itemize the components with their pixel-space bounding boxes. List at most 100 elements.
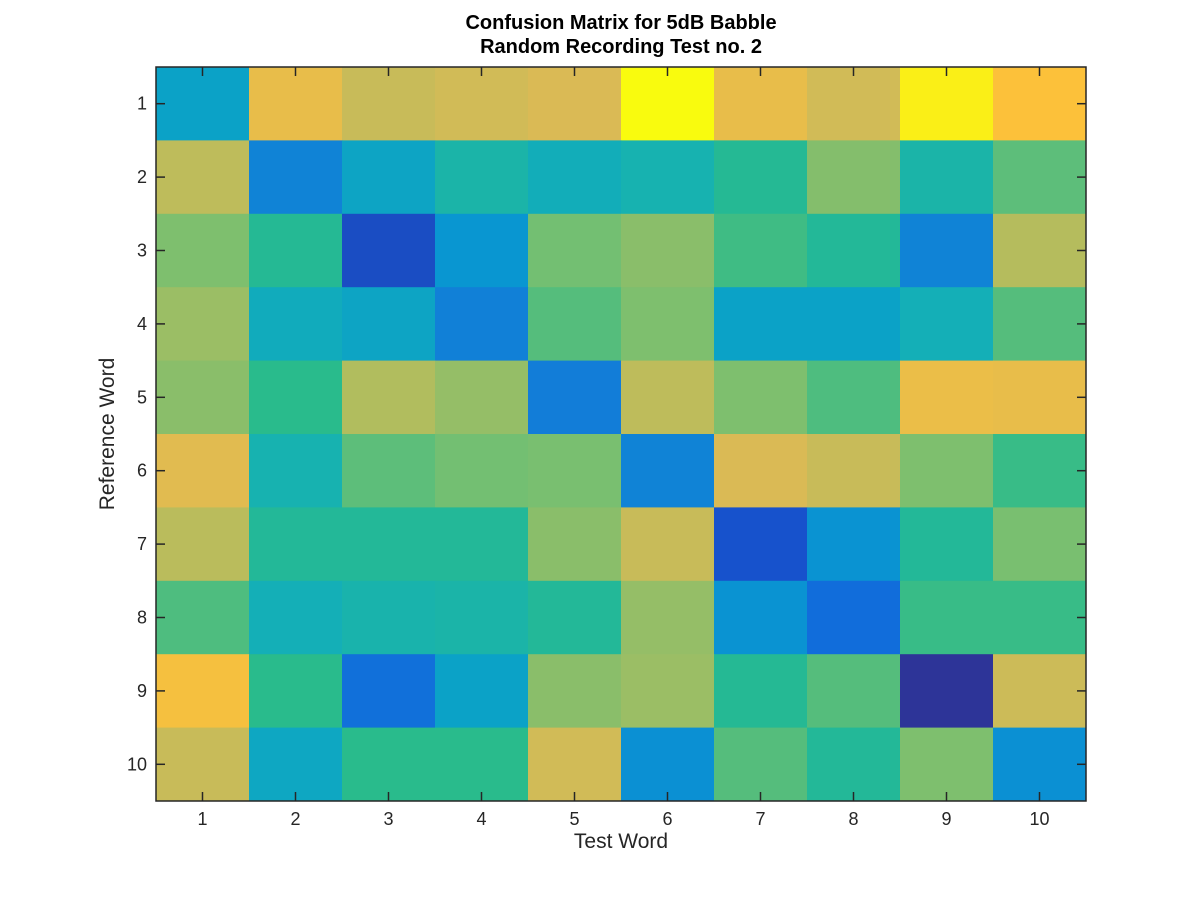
heatmap-cell-r4-c5 (528, 287, 622, 362)
x-tick-label-8: 8 (848, 809, 858, 829)
y-tick-label-10: 10 (127, 754, 147, 774)
heatmap-cell-r8-c6 (621, 580, 715, 655)
heatmap-cell-r5-c8 (807, 360, 901, 435)
heatmap-cell-r3-c2 (249, 213, 343, 288)
heatmap-cell-r9-c10 (993, 654, 1087, 729)
plot-area-border (155, 66, 1087, 802)
heatmap-cell-r6-c10 (993, 434, 1087, 508)
heatmap-cell-r2-c3 (342, 140, 436, 215)
heatmap-cell-r3-c7 (714, 213, 808, 288)
heatmap-cell-r5-c5 (528, 360, 622, 435)
heatmap-cell-r6-c7 (714, 434, 808, 508)
heatmap-cell-r8-c2 (249, 580, 343, 655)
heatmap-cell-r7-c2 (249, 507, 343, 582)
heatmap-cell-r4-c4 (435, 287, 529, 362)
heatmap-cell-r1-c6 (621, 67, 715, 141)
heatmap-cell-r1-c9 (900, 67, 994, 141)
x-tick-label-9: 9 (941, 809, 951, 829)
y-tick-label-6: 6 (137, 461, 147, 481)
heatmap-cell-r10-c7 (714, 727, 808, 802)
heatmap-cell-r8-c8 (807, 580, 901, 655)
heatmap-cell-r2-c1 (156, 140, 250, 215)
heatmap-cell-r2-c5 (528, 140, 622, 215)
heatmap-cell-r3-c3 (342, 213, 436, 288)
heatmap-cell-r5-c1 (156, 360, 250, 435)
heatmap-cell-r4-c9 (900, 287, 994, 362)
heatmap-cell-r3-c4 (435, 213, 529, 288)
heatmap-cell-r7-c6 (621, 507, 715, 582)
y-tick-label-3: 3 (137, 241, 147, 261)
heatmap-cell-r8-c9 (900, 580, 994, 655)
heatmap-cell-r6-c4 (435, 434, 529, 508)
heatmap-cell-r2-c9 (900, 140, 994, 215)
heatmap-cell-r3-c6 (621, 213, 715, 288)
heatmap-cells (156, 67, 1087, 802)
heatmap-cell-r5-c7 (714, 360, 808, 435)
heatmap-cell-r6-c3 (342, 434, 436, 508)
heatmap-cell-r10-c5 (528, 727, 622, 802)
chart-subtitle: Random Recording Test no. 2 (480, 36, 762, 58)
heatmap-cell-r7-c4 (435, 507, 529, 582)
heatmap-cell-r6-c8 (807, 434, 901, 508)
heatmap-cell-r1-c7 (714, 67, 808, 141)
heatmap-cell-r5-c3 (342, 360, 436, 435)
heatmap-cell-r9-c9 (900, 654, 994, 729)
heatmap-cell-r8-c4 (435, 580, 529, 655)
heatmap-cell-r3-c8 (807, 213, 901, 288)
x-tick-label-4: 4 (476, 809, 486, 829)
heatmap-cell-r1-c3 (342, 67, 436, 141)
x-tick-label-5: 5 (569, 809, 579, 829)
heatmap-cell-r7-c9 (900, 507, 994, 582)
heatmap-cell-r4-c7 (714, 287, 808, 362)
y-tick-label-4: 4 (137, 314, 147, 334)
heatmap-cell-r1-c5 (528, 67, 622, 141)
heatmap-cell-r4-c2 (249, 287, 343, 362)
heatmap-cell-r10-c10 (993, 727, 1087, 802)
y-tick-label-8: 8 (137, 608, 147, 628)
heatmap-cell-r9-c6 (621, 654, 715, 729)
heatmap-cell-r6-c6 (621, 434, 715, 508)
heatmap-cell-r2-c2 (249, 140, 343, 215)
x-tick-label-7: 7 (755, 809, 765, 829)
heatmap-cell-r7-c1 (156, 507, 250, 582)
heatmap-cell-r8-c10 (993, 580, 1087, 655)
heatmap-cell-r4-c1 (156, 287, 250, 362)
heatmap-cell-r5-c9 (900, 360, 994, 435)
heatmap-cell-r3-c9 (900, 213, 994, 288)
heatmap-cell-r1-c1 (156, 67, 250, 141)
heatmap-cell-r2-c10 (993, 140, 1087, 215)
heatmap-cell-r10-c9 (900, 727, 994, 802)
heatmap-cell-r4-c10 (993, 287, 1087, 362)
heatmap-cell-r7-c5 (528, 507, 622, 582)
heatmap-cell-r10-c4 (435, 727, 529, 802)
heatmap-cell-r3-c5 (528, 213, 622, 288)
y-tick-label-5: 5 (137, 387, 147, 407)
heatmap-cell-r9-c4 (435, 654, 529, 729)
heatmap-cell-r6-c9 (900, 434, 994, 508)
heatmap-cell-r9-c3 (342, 654, 436, 729)
heatmap-cell-r2-c7 (714, 140, 808, 215)
heatmap-cell-r3-c10 (993, 213, 1087, 288)
heatmap-cell-r6-c1 (156, 434, 250, 508)
heatmap-cell-r9-c2 (249, 654, 343, 729)
x-tick-label-3: 3 (383, 809, 393, 829)
heatmap-cell-r2-c6 (621, 140, 715, 215)
heatmap-cell-r6-c2 (249, 434, 343, 508)
chart-title: Confusion Matrix for 5dB Babble (465, 12, 776, 34)
heatmap-cell-r5-c2 (249, 360, 343, 435)
heatmap-cell-r4-c3 (342, 287, 436, 362)
heatmap-cell-r8-c7 (714, 580, 808, 655)
x-tick-label-6: 6 (662, 809, 672, 829)
x-axis-label: Test Word (574, 830, 668, 853)
axis-ticks (156, 67, 1086, 801)
x-tick-label-10: 10 (1029, 809, 1049, 829)
heatmap-cell-r8-c3 (342, 580, 436, 655)
axis-tick-labels: 1 2 3 4 5 6 7 8 9 10 1 2 3 4 5 6 7 8 9 10 (127, 94, 1050, 829)
y-tick-label-7: 7 (137, 534, 147, 554)
x-tick-label-2: 2 (290, 809, 300, 829)
heatmap-cell-r9-c1 (156, 654, 250, 729)
heatmap-cell-r8-c1 (156, 580, 250, 655)
heatmap-cell-r1-c4 (435, 67, 529, 141)
